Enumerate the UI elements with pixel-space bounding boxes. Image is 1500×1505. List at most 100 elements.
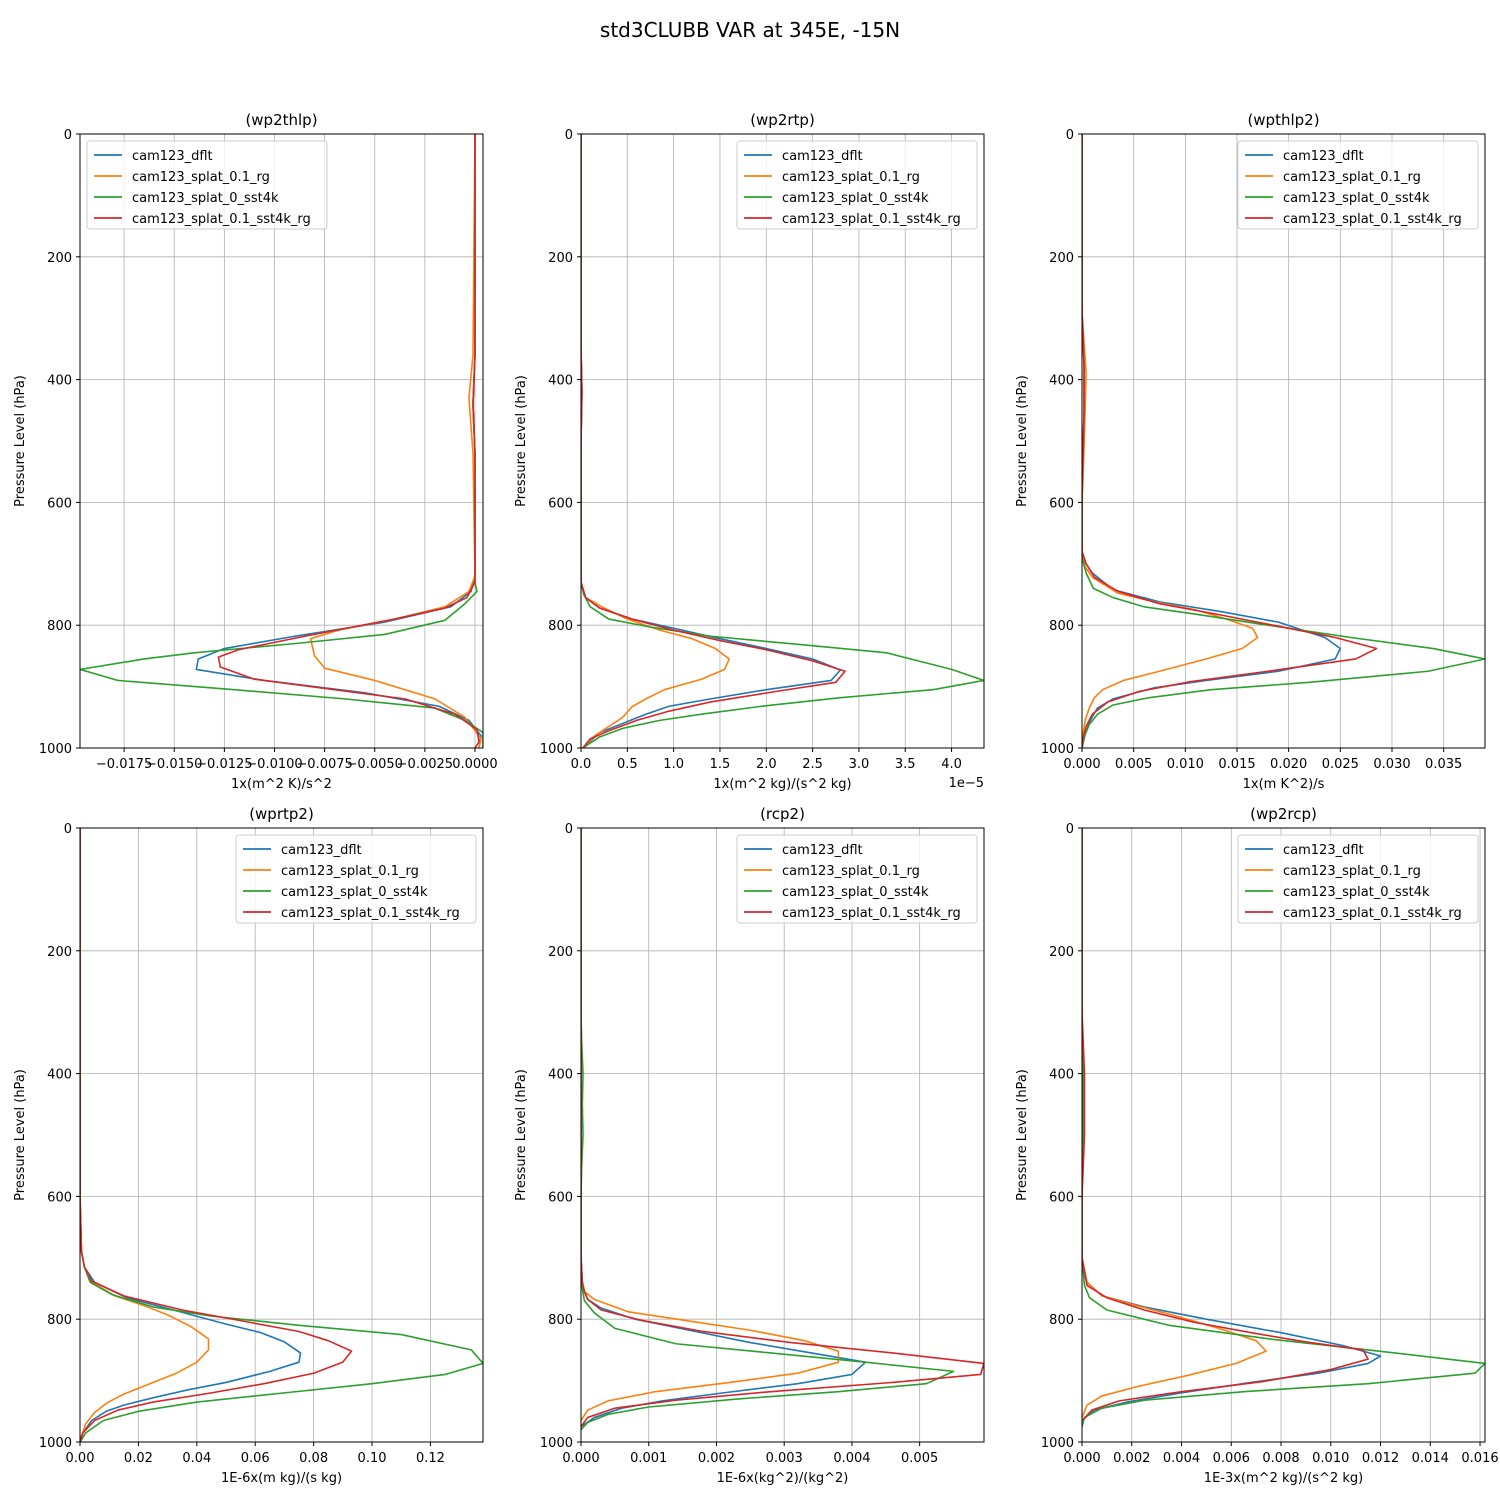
series-line-cam123_splat_0.1_sst4k_rg (1082, 828, 1369, 1422)
legend-label: cam123_splat_0_sst4k (782, 191, 929, 206)
legend-label: cam123_dflt (1283, 843, 1364, 858)
legend: cam123_dflt cam123_splat_0.1_rg cam123_spl… (86, 140, 328, 230)
y-tick-label: 200 (47, 251, 72, 266)
legend-label: cam123_splat_0.1_sst4k_rg (281, 906, 460, 921)
y-tick-label: 400 (47, 1068, 72, 1083)
x-tick-label: 0.04 (182, 1451, 211, 1466)
y-tick-label: 1000 (540, 1436, 573, 1451)
legend: cam123_dflt cam123_splat_0.1_rg cam123_spl… (1237, 834, 1479, 924)
legend-label: cam123_dflt (782, 843, 863, 858)
series-line-cam123_splat_0.1_sst4k_rg (217, 134, 480, 748)
series-lines (80, 134, 483, 748)
y-tick-label: 0 (1066, 128, 1074, 143)
y-axis-label: Pressure Level (hPa) (13, 375, 28, 507)
legend-box (736, 140, 978, 230)
subplot-title: (wprtp2) (249, 805, 314, 823)
legend-label: cam123_dflt (1283, 149, 1364, 164)
y-tick-label: 200 (1049, 945, 1074, 960)
legend-label: cam123_dflt (132, 149, 213, 164)
legend: cam123_dflt cam123_splat_0.1_rg cam123_spl… (736, 834, 978, 924)
y-tick-label: 800 (548, 619, 573, 634)
x-tick-label: 0.008 (1262, 1451, 1299, 1466)
x-axis-label: 1E-3x(m^2 kg)/(s^2 kg) (1204, 1471, 1363, 1486)
y-tick-label: 1000 (39, 742, 72, 757)
x-tick-label: 0.004 (833, 1451, 870, 1466)
x-tick-label: 0.002 (698, 1451, 735, 1466)
series-line-cam123_splat_0.1_sst4k_rg (581, 828, 984, 1428)
y-tick-label: 200 (1049, 251, 1074, 266)
legend: cam123_dflt cam123_splat_0.1_rg cam123_spl… (736, 140, 978, 230)
legend-box (86, 140, 328, 230)
x-tick-label: 0.005 (901, 1451, 938, 1466)
y-axis-label: Pressure Level (hPa) (1015, 375, 1030, 507)
series-line-cam123_splat_0.1_sst4k_rg (80, 828, 353, 1442)
legend-label: cam123_splat_0_sst4k (782, 885, 929, 900)
x-tick-label: 0.004 (1163, 1451, 1200, 1466)
x-tick-label: 0.000 (1063, 1451, 1100, 1466)
legend-label: cam123_splat_0.1_sst4k_rg (782, 212, 961, 227)
x-tick-label: 0.030 (1373, 757, 1410, 772)
y-tick-label: 1000 (1041, 1436, 1074, 1451)
y-tick-label: 600 (548, 496, 573, 511)
y-tick-label: 600 (47, 1190, 72, 1205)
legend-label: cam123_dflt (281, 843, 362, 858)
x-offset-label: 1e−5 (949, 776, 984, 791)
legend-label: cam123_splat_0.1_sst4k_rg (782, 906, 961, 921)
legend-label: cam123_splat_0.1_sst4k_rg (1283, 212, 1462, 227)
series-line-cam123_splat_0.1_sst4k_rg (1082, 134, 1378, 748)
y-tick-label: 200 (47, 945, 72, 960)
legend-label: cam123_splat_0.1_rg (281, 864, 419, 879)
subplot-wp2rtp: 0.0 0.5 1.0 1.5 2.0 2.5 3.0 3.5 4.0 0 200 400 600 800… (514, 111, 985, 792)
y-tick-label: 800 (548, 1313, 573, 1328)
series-line-cam123_splat_0.1_sst4k_rg (581, 134, 846, 748)
x-axis-label: 1E-6x(m kg)/(s kg) (221, 1471, 342, 1486)
legend-label: cam123_splat_0.1_rg (782, 864, 920, 879)
legend: cam123_dflt cam123_splat_0.1_rg cam123_spl… (235, 834, 477, 924)
y-tick-label: 0 (64, 128, 72, 143)
series-line-cam123_splat_0.1_rg (581, 134, 731, 748)
y-tick-label: 800 (47, 619, 72, 634)
subplot-title: (rcp2) (760, 805, 805, 823)
legend-label: cam123_splat_0.1_sst4k_rg (132, 212, 311, 227)
legend-box (1237, 140, 1479, 230)
series-lines (1082, 134, 1485, 748)
x-tick-label: 0.005 (1115, 757, 1152, 772)
y-tick-label: 800 (1049, 1313, 1074, 1328)
y-tick-label: 0 (565, 822, 573, 837)
legend-label: cam123_splat_0_sst4k (281, 885, 428, 900)
x-tick-label: −0.0125 (196, 757, 252, 772)
subplot-rcp2: 0.000 0.001 0.002 0.003 0.004 0.005 0 200 400 600… (514, 805, 985, 1486)
y-tick-label: 800 (47, 1313, 72, 1328)
x-tick-label: 0.001 (630, 1451, 667, 1466)
x-tick-label: 0.00 (66, 1451, 95, 1466)
x-tick-label: 0.014 (1412, 1451, 1449, 1466)
x-axis-label: 1x(m K^2)/s (1243, 777, 1325, 792)
x-tick-label: 0.015 (1218, 757, 1255, 772)
x-tick-label: 0.000 (562, 1451, 599, 1466)
subplot-wpthlp2: 0.000 0.005 0.010 0.015 0.020 0.025 0.030 0.035… (1015, 111, 1486, 792)
legend-label: cam123_splat_0_sst4k (132, 191, 279, 206)
legend-label: cam123_splat_0_sst4k (1283, 191, 1430, 206)
y-tick-label: 600 (47, 496, 72, 511)
x-tick-label: 0.5 (617, 757, 638, 772)
series-lines (581, 134, 984, 748)
subplot-title: (wp2rtp) (750, 111, 815, 129)
series-lines (581, 828, 984, 1431)
x-axis-label: 1E-6x(kg^2)/(kg^2) (717, 1471, 849, 1486)
x-tick-label: 0.002 (1113, 1451, 1150, 1466)
y-tick-label: 1000 (1041, 742, 1074, 757)
legend-box (736, 834, 978, 924)
subplots-grid: −0.0175−0.0150−0.0125−0.0100−0.0075−0.00… (13, 111, 1499, 1486)
y-tick-label: 0 (64, 822, 72, 837)
x-tick-label: 0.10 (358, 1451, 387, 1466)
y-tick-label: 1000 (39, 1436, 72, 1451)
x-tick-label: 0.12 (416, 1451, 445, 1466)
legend-label: cam123_dflt (782, 149, 863, 164)
series-lines (1082, 828, 1485, 1427)
x-tick-label: 3.5 (895, 757, 916, 772)
axes-frame (1081, 133, 1486, 749)
legend: cam123_dflt cam123_splat_0.1_rg cam123_spl… (1237, 140, 1479, 230)
y-tick-label: 1000 (540, 742, 573, 757)
